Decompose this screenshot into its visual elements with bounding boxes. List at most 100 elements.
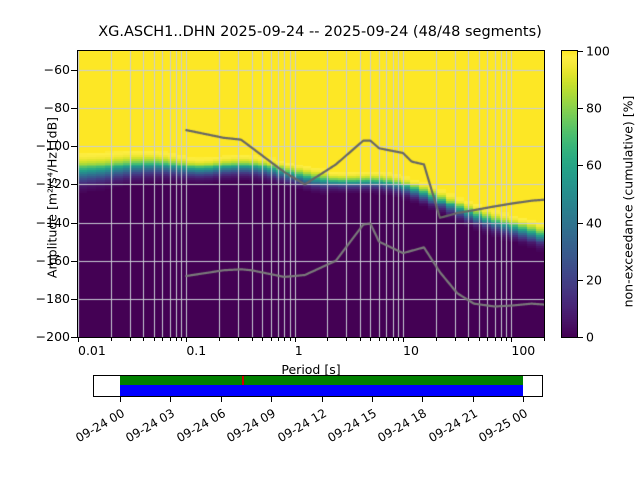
x-tick-mark-minor xyxy=(162,338,163,341)
x-tick-mark-minor xyxy=(290,338,291,341)
x-tick-mark-minor xyxy=(271,338,272,341)
colorbar-gradient xyxy=(562,51,577,337)
y-tick-mark xyxy=(71,70,77,71)
colorbar-label: non-exceedance (cumulative) [%] xyxy=(621,57,636,347)
x-tick-label-text: 10 xyxy=(403,343,419,358)
coverage-tick-mark xyxy=(372,397,373,402)
data-coverage-bar xyxy=(93,375,543,397)
x-tick-mark-minor xyxy=(154,338,155,341)
y-tick-mark xyxy=(71,108,77,109)
x-tick-mark-minor xyxy=(379,338,380,341)
x-tick-mark-minor xyxy=(398,338,399,341)
colorbar-tick-mark xyxy=(578,337,583,338)
x-tick-mark-minor xyxy=(506,338,507,341)
colorbar-tick-mark xyxy=(578,223,583,224)
y-tick-label: −60 xyxy=(43,62,70,78)
x-axis-label: Period [s] xyxy=(77,362,545,377)
x-tick-mark-minor xyxy=(479,338,480,341)
colorbar-tick-mark xyxy=(578,51,583,52)
colorbar-tick-label: 0 xyxy=(586,329,594,345)
coverage-tick-mark xyxy=(322,397,323,402)
x-tick-mark-minor xyxy=(170,338,171,341)
coverage-tick-mark xyxy=(221,397,222,402)
y-tick-mark xyxy=(71,146,77,147)
x-tick-label-text: 1 xyxy=(294,343,303,358)
x-tick-mark-minor xyxy=(495,338,496,341)
coverage-tick-mark xyxy=(422,397,423,402)
x-tick-mark-major xyxy=(186,338,187,342)
coverage-tick-mark xyxy=(120,397,121,402)
x-tick-mark-minor xyxy=(181,338,182,341)
y-tick-mark xyxy=(71,299,77,300)
x-tick-mark-minor xyxy=(501,338,502,341)
x-tick-mark-minor xyxy=(327,338,328,341)
x-tick-mark-minor xyxy=(278,338,279,341)
x-tick-mark-major xyxy=(403,338,404,342)
colorbar-tick-label: 80 xyxy=(586,100,602,116)
x-tick-mark-minor xyxy=(455,338,456,341)
x-axis-label-text: Period [s] xyxy=(281,362,341,377)
y-tick-label: −80 xyxy=(43,100,70,116)
x-tick-mark-minor xyxy=(176,338,177,341)
x-tick-mark-major xyxy=(511,338,512,342)
coverage-marker xyxy=(242,376,244,385)
y-tick-label: −200 xyxy=(35,329,70,344)
x-tick-mark-minor xyxy=(262,338,263,341)
x-tick-mark-minor xyxy=(393,338,394,341)
x-tick-mark-minor xyxy=(386,338,387,341)
y-tick-label: −180 xyxy=(35,290,70,306)
colorbar-tick-mark xyxy=(578,108,583,109)
coverage-segment-green xyxy=(119,376,524,385)
x-tick-mark-minor xyxy=(487,338,488,341)
x-tick-mark-minor xyxy=(284,338,285,341)
x-tick-mark-minor xyxy=(544,338,545,341)
ppsd-plot-area xyxy=(77,50,545,338)
y-tick-mark xyxy=(71,223,77,224)
page-title: XG.ASCH1..DHN 2025-09-24 -- 2025-09-24 (… xyxy=(98,24,542,40)
coverage-tick-label: 09-24 06 xyxy=(174,406,228,446)
coverage-tick-label: 09-24 15 xyxy=(325,406,379,446)
coverage-tick-label: 09-24 00 xyxy=(73,406,127,446)
coverage-tick-label: 09-24 18 xyxy=(375,406,430,446)
colorbar xyxy=(561,50,578,338)
x-tick-label-text: 100 xyxy=(511,343,536,358)
colorbar-tick-label: 100 xyxy=(586,43,610,59)
x-tick-mark-minor xyxy=(219,338,220,341)
x-tick-mark-minor xyxy=(111,338,112,341)
coverage-tick-label: 09-24 12 xyxy=(274,406,329,446)
coverage-tick-label: 09-25 00 xyxy=(476,406,531,446)
colorbar-label-text: non-exceedance (cumulative) [%] xyxy=(620,95,636,308)
x-tick-mark-minor xyxy=(252,338,253,341)
colorbar-tick-mark xyxy=(578,280,583,281)
y-tick-label: −160 xyxy=(35,252,70,268)
x-tick-label-text: 0.01 xyxy=(78,343,106,358)
colorbar-tick-mark xyxy=(578,165,583,166)
x-tick-mark-minor xyxy=(468,338,469,341)
noise-model-curves xyxy=(78,51,544,337)
x-tick-mark-minor xyxy=(346,338,347,341)
x-tick-mark-minor xyxy=(360,338,361,341)
x-tick-mark-major xyxy=(78,338,79,342)
y-tick-label: −140 xyxy=(35,214,70,230)
coverage-tick-mark xyxy=(271,397,272,402)
y-tick-mark xyxy=(71,261,77,262)
x-tick-mark-major xyxy=(295,338,296,342)
x-tick-label-text: 0.1 xyxy=(186,343,207,358)
y-tick-label: −100 xyxy=(35,138,70,154)
colorbar-tick-label: 60 xyxy=(586,157,602,173)
coverage-tick-label: 09-24 09 xyxy=(224,406,279,446)
x-tick-mark-minor xyxy=(130,338,131,341)
colorbar-tick-label: 40 xyxy=(586,215,602,231)
coverage-segment-blue xyxy=(119,385,524,396)
colorbar-tick-label: 20 xyxy=(586,272,602,288)
y-tick-label: −120 xyxy=(35,176,70,192)
x-tick-mark-minor xyxy=(238,338,239,341)
coverage-tick-mark xyxy=(170,397,171,402)
coverage-tick-label: 09-24 03 xyxy=(123,406,178,446)
coverage-tick-mark xyxy=(473,397,474,402)
x-tick-mark-minor xyxy=(143,338,144,341)
y-tick-mark xyxy=(71,337,77,338)
y-tick-mark xyxy=(71,184,77,185)
x-tick-mark-minor xyxy=(370,338,371,341)
